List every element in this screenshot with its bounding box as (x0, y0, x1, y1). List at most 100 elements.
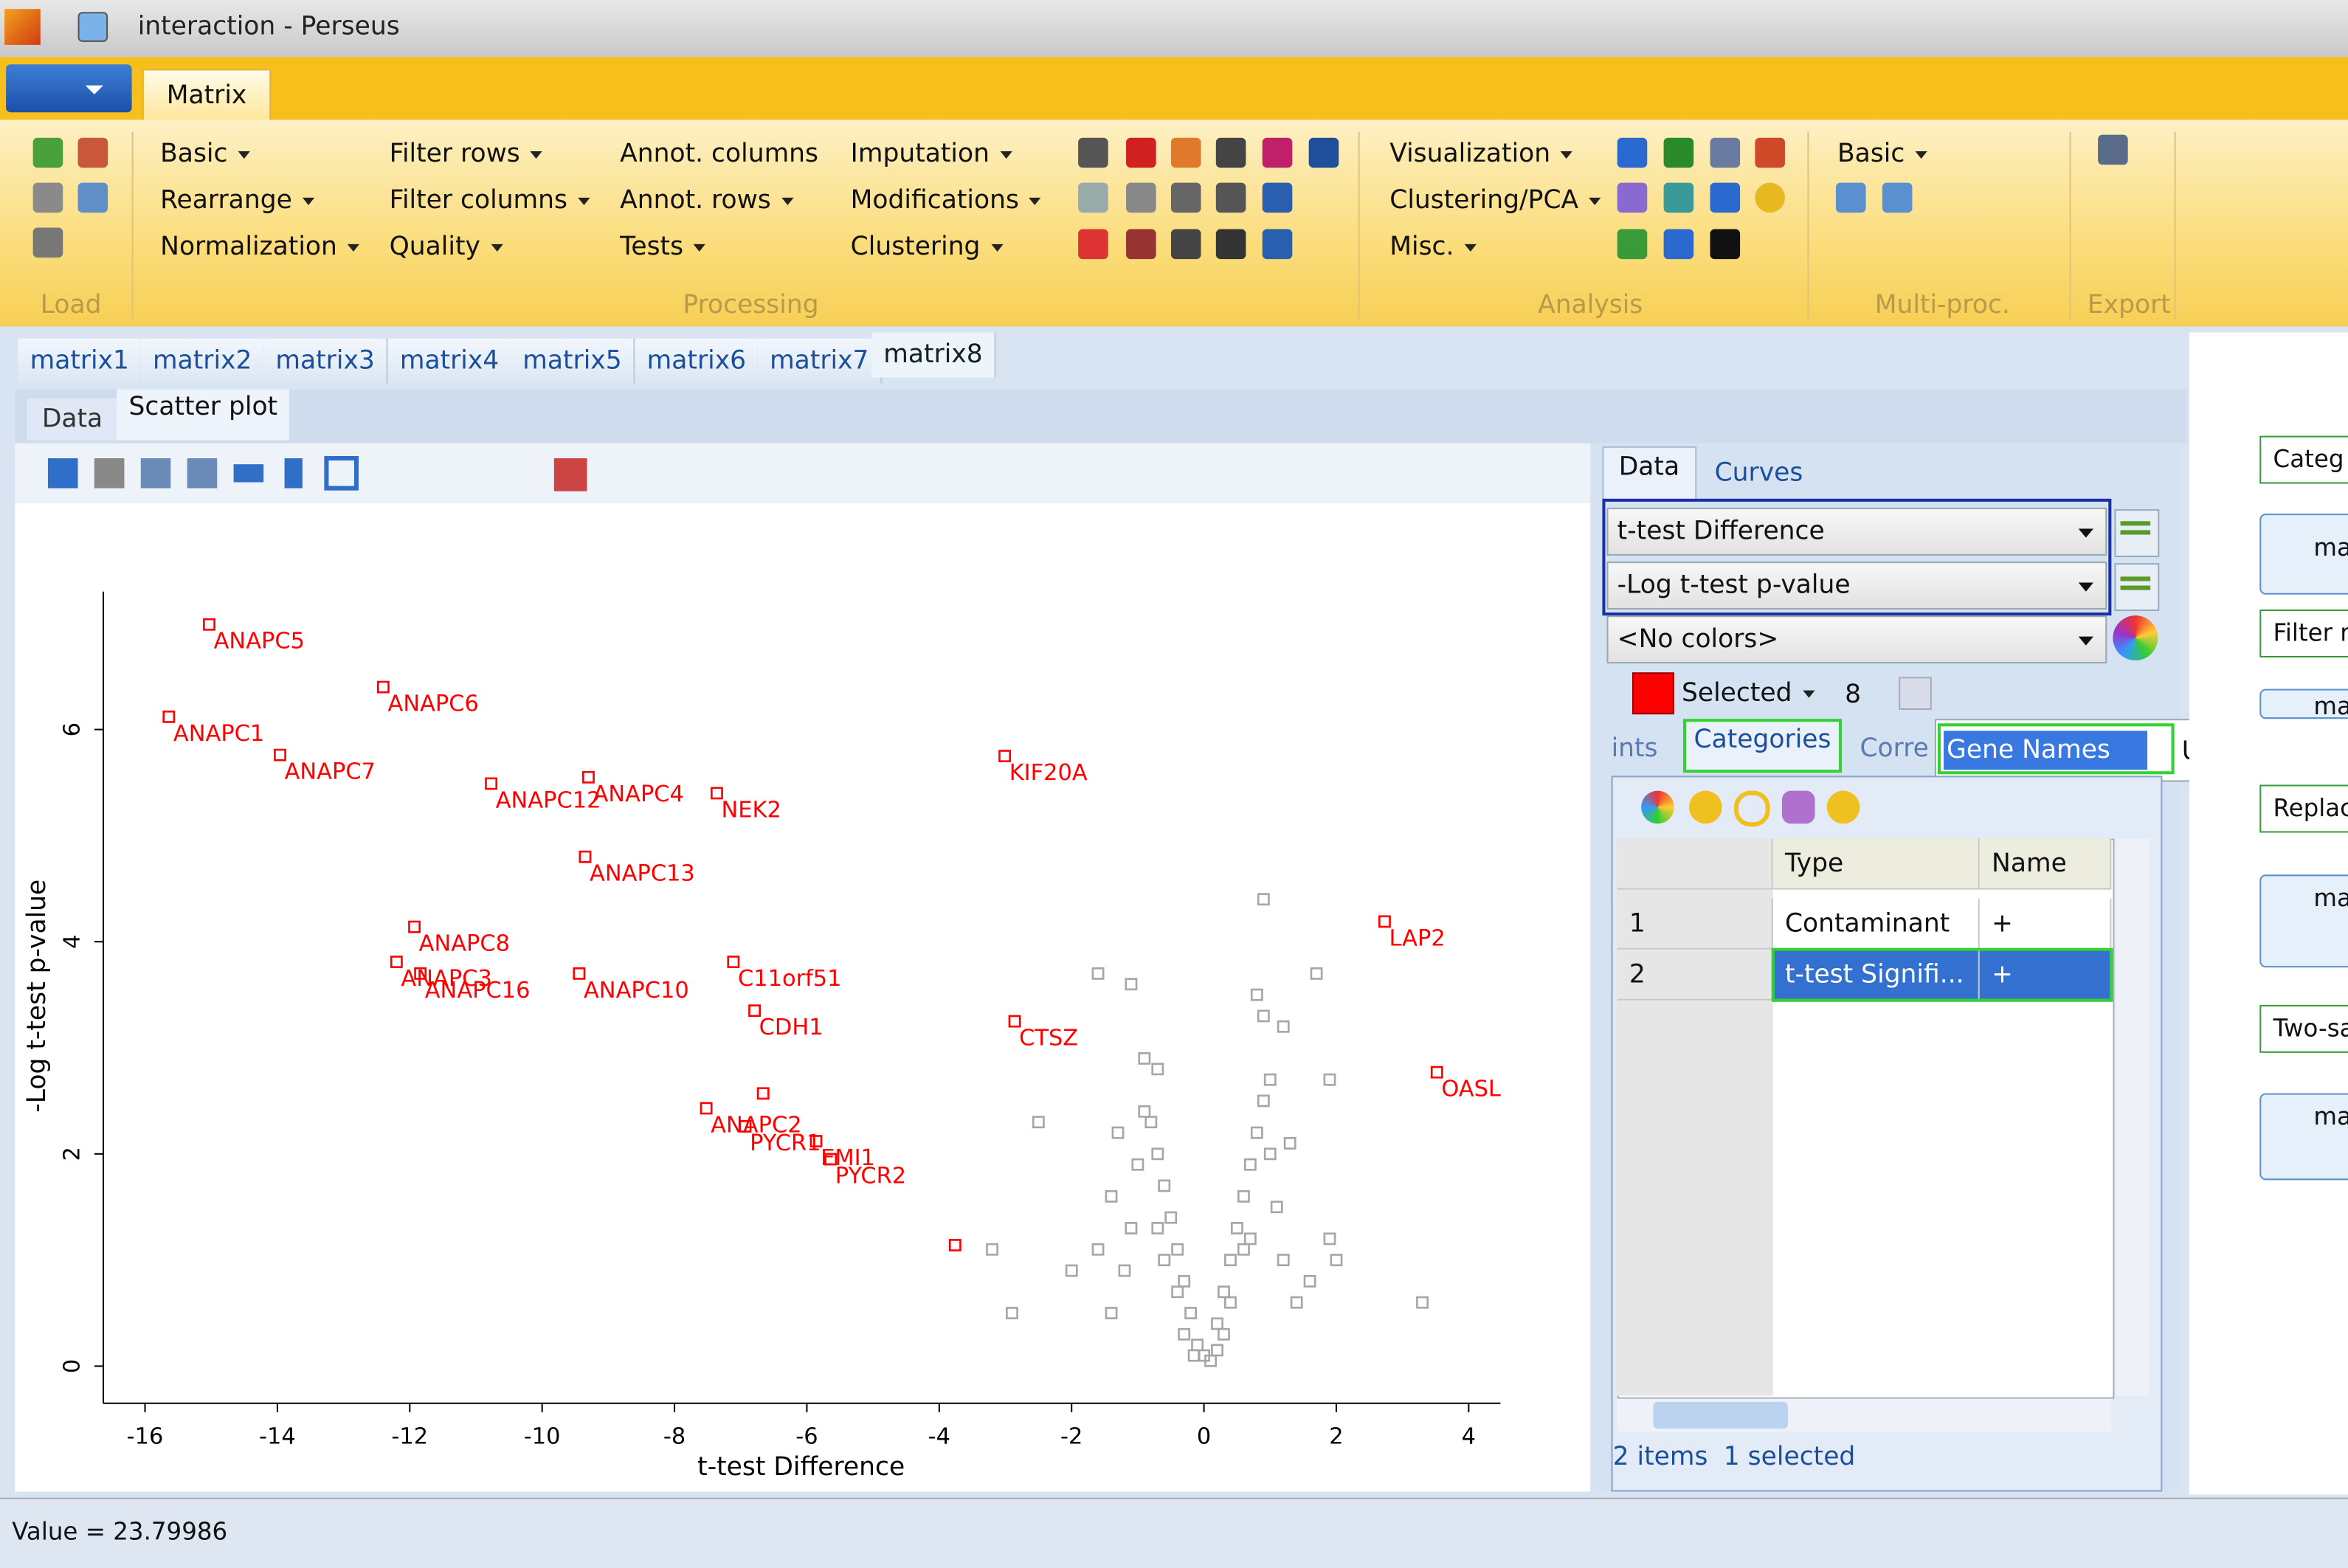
icon (1835, 182, 1866, 213)
point-label: C11orf51 (738, 966, 842, 992)
workflow-label: ma (2313, 691, 2348, 716)
point (1105, 1307, 1118, 1319)
group-label: Multi-proc. (1874, 290, 2010, 321)
menu-item[interactable]: Clustering/PCA (1389, 186, 1601, 216)
workflow-matrix[interactable] (2259, 1093, 2348, 1181)
icon (1078, 229, 1108, 260)
gene-names-select[interactable]: Gene Names (1944, 731, 2148, 770)
menu-item[interactable]: Tests (620, 232, 705, 263)
quick-access[interactable] (77, 12, 108, 42)
tool-icon[interactable] (47, 458, 78, 488)
selected-label[interactable]: Selected (1682, 678, 1814, 708)
panel-tab-active[interactable]: Data (1602, 446, 1696, 499)
tool-icon[interactable] (553, 458, 587, 491)
workflow-matrix[interactable] (2259, 514, 2348, 595)
scrollbar[interactable] (2116, 838, 2150, 1396)
matrix-tab-active[interactable]: matrix8 (871, 332, 996, 378)
file-button[interactable] (6, 64, 132, 113)
color-select[interactable]: <No colors> (1606, 615, 2107, 664)
color-wheel[interactable] (2113, 615, 2158, 661)
menu-item[interactable]: Basic (160, 139, 250, 170)
tool-icon[interactable] (187, 458, 218, 488)
y-axis-label: -Log t-test p-value (22, 880, 52, 1113)
column-header[interactable]: Name (1979, 838, 2112, 890)
icon (1710, 137, 1741, 168)
table-cell-selected[interactable]: t-test Signifi... (1772, 949, 1980, 1001)
menu-item[interactable]: Filter rows (390, 139, 543, 170)
matrix-tab[interactable]: matrix7 (757, 338, 883, 384)
scroll-thumb[interactable] (1653, 1401, 1789, 1429)
menu-item[interactable]: Visualization (1389, 139, 1572, 170)
table-cell[interactable]: Contaminant (1772, 898, 1980, 950)
icon[interactable] (1781, 790, 1815, 824)
view-tab[interactable]: Data (27, 398, 118, 441)
menu-item[interactable]: Annot. columns (620, 139, 829, 170)
icon (1755, 137, 1785, 168)
column-button[interactable] (2114, 563, 2160, 612)
menu-item[interactable]: Modifications (851, 186, 1042, 216)
icon[interactable] (1733, 790, 1770, 827)
icon (1882, 182, 1913, 213)
y-tick-label: 0 (60, 1359, 86, 1373)
y-column-select[interactable]: -Log t-test p-value (1606, 562, 2107, 610)
group-label: Export (2087, 290, 2171, 321)
menu-item[interactable]: Rearrange (160, 186, 314, 216)
menu-item[interactable]: Imputation (851, 139, 1012, 170)
icon (1663, 137, 1694, 168)
menu-item[interactable]: Clustering (851, 232, 1003, 263)
x-column-select[interactable]: t-test Difference (1606, 508, 2107, 556)
matrix-tab[interactable]: matrix5 (511, 338, 635, 384)
point (1184, 1307, 1198, 1319)
tool-icon[interactable] (94, 458, 125, 488)
icon (32, 137, 63, 168)
workflow-node[interactable]: Replac (2259, 784, 2348, 833)
icon[interactable] (1826, 790, 1860, 824)
menu-item[interactable]: Annot. rows (620, 186, 793, 216)
view-tab-active[interactable]: Scatter plot (117, 389, 290, 441)
point (1191, 1339, 1204, 1352)
ribbon-tab[interactable]: Matrix (142, 69, 272, 122)
point (1151, 1222, 1164, 1234)
matrix-tab[interactable]: matrix4 (387, 338, 513, 384)
icon[interactable] (1689, 790, 1722, 824)
tool-icon[interactable] (324, 456, 359, 491)
menu-item[interactable]: Basic (1837, 139, 1927, 170)
workflow-matrix[interactable] (2259, 874, 2348, 968)
column-button[interactable] (2114, 509, 2160, 558)
menu-item[interactable]: Filter columns (390, 186, 590, 216)
point (1218, 1285, 1230, 1299)
workflow-node[interactable]: Two-sa (2259, 1004, 2348, 1053)
point (1151, 1147, 1164, 1161)
bold-button[interactable] (1899, 677, 1932, 711)
workflow-node[interactable]: Categ (2259, 435, 2348, 484)
table-cell[interactable]: + (1979, 898, 2112, 950)
matrix-tab[interactable]: matrix3 (263, 338, 389, 384)
workflow-matrix[interactable] (2259, 688, 2348, 719)
tool-icon[interactable] (284, 458, 303, 488)
point (711, 787, 723, 800)
menu-item[interactable]: Quality (390, 232, 503, 263)
point (1218, 1327, 1230, 1341)
icon[interactable] (1641, 790, 1674, 824)
menu-item[interactable]: Normalization (160, 232, 359, 263)
title-bar (0, 0, 2348, 58)
panel-subtab[interactable]: Corre (1860, 733, 1929, 764)
selected-size[interactable]: 8 (1845, 680, 1862, 711)
tool-icon[interactable] (140, 458, 171, 488)
panel-subtab-active[interactable]: Categories (1682, 719, 1843, 773)
row-header[interactable]: 1 (1617, 898, 1773, 950)
matrix-tab[interactable]: matrix1 (18, 338, 143, 384)
point (1008, 1015, 1021, 1028)
tool-icon[interactable] (233, 464, 264, 483)
row-header[interactable]: 2 (1617, 949, 1773, 1001)
panel-tab[interactable]: Curves (1714, 458, 1803, 488)
menu-item[interactable]: Misc. (1389, 232, 1477, 263)
x-tick-label: 4 (1462, 1424, 1476, 1450)
icon (1617, 137, 1648, 168)
panel-subtab[interactable]: ints (1611, 733, 1658, 764)
workflow-node[interactable]: Filter r (2259, 609, 2348, 657)
column-header[interactable]: Type (1772, 838, 1980, 890)
matrix-tab[interactable]: matrix2 (140, 338, 266, 384)
selected-color[interactable] (1631, 672, 1674, 715)
table-cell-selected[interactable]: + (1979, 949, 2112, 1001)
